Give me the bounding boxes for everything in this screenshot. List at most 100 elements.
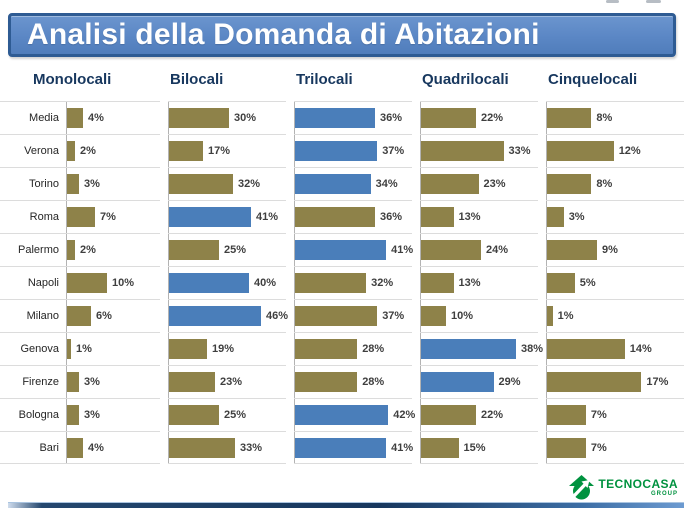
bar-track: 41% xyxy=(168,201,286,233)
bar xyxy=(547,174,592,194)
value-label: 25% xyxy=(224,244,247,256)
row-label: Bari xyxy=(39,441,59,454)
chart-row: 5% xyxy=(546,266,684,299)
value-label: 3% xyxy=(84,178,100,190)
chart-row: 32% xyxy=(168,167,286,200)
bar xyxy=(421,273,454,293)
chart-row: 15% xyxy=(420,431,538,464)
bar-track: 28% xyxy=(294,333,412,365)
bar xyxy=(295,372,358,392)
bar-track: 1% xyxy=(546,300,684,332)
bar-track: 3% xyxy=(66,399,160,431)
value-label: 3% xyxy=(568,211,585,223)
bar-track: 23% xyxy=(420,168,538,200)
bar-track: 4% xyxy=(66,432,160,463)
bar xyxy=(295,207,375,227)
bar xyxy=(547,240,597,260)
row-label: Palermo xyxy=(18,244,59,256)
value-label: 1% xyxy=(557,310,574,322)
chart-row: 41% xyxy=(294,233,413,266)
bar xyxy=(295,437,387,458)
bar xyxy=(295,306,378,326)
bar-track: 41% xyxy=(294,432,413,463)
chart-row: 23% xyxy=(168,365,286,398)
column-header: Trilocali xyxy=(296,70,353,88)
bar-track: 33% xyxy=(420,135,538,167)
page-title: Analisi della Domanda di Abitazioni xyxy=(27,18,540,51)
bar-track: 46% xyxy=(168,300,288,332)
bar xyxy=(169,339,207,359)
chart-column-trilocali: Trilocali 36% 37% 34% 36% 41% 32% 37% 28% 28% 42% 4… xyxy=(294,57,415,464)
value-label: 34% xyxy=(375,178,398,190)
bar-track: 37% xyxy=(294,135,412,167)
bar xyxy=(67,207,95,227)
bar xyxy=(67,141,75,161)
value-label: 28% xyxy=(362,343,385,355)
logo-sub-label: GROUP xyxy=(650,490,678,497)
chart-row: 13% xyxy=(420,266,538,299)
row-label: Napoli xyxy=(27,277,59,289)
value-label: 33% xyxy=(240,441,263,454)
bar-track: 10% xyxy=(420,300,538,332)
bar xyxy=(547,108,592,128)
value-label: 2% xyxy=(80,244,96,256)
chart-row: 7% xyxy=(546,398,684,431)
chart-row: 8% xyxy=(546,101,684,134)
value-label: 9% xyxy=(602,244,618,256)
value-label: 22% xyxy=(481,409,504,421)
value-label: 10% xyxy=(451,310,474,322)
bar xyxy=(295,141,378,161)
chart-row: Bari 4% xyxy=(0,431,160,464)
bar xyxy=(421,108,476,128)
bar-track: 36% xyxy=(294,102,412,134)
chart-row: 24% xyxy=(420,233,538,266)
chart-row: Milano 6% xyxy=(0,299,160,332)
bar xyxy=(547,306,553,326)
bar-track: 2% xyxy=(66,135,160,167)
chart-row: 36% xyxy=(294,200,412,233)
value-label: 15% xyxy=(463,441,486,454)
bar xyxy=(547,405,586,425)
bar-track: 12% xyxy=(546,135,684,167)
chart-row: 17% xyxy=(546,365,684,398)
bar xyxy=(67,339,71,359)
bar xyxy=(67,273,107,293)
bar-track: 34% xyxy=(294,168,412,200)
chart-row: 8% xyxy=(546,167,684,200)
chart-row: 41% xyxy=(294,431,413,464)
chart-row: 22% xyxy=(420,101,538,134)
value-label: 14% xyxy=(629,343,652,355)
value-label: 12% xyxy=(618,145,641,157)
value-label: 4% xyxy=(88,112,104,124)
row-label: Firenze xyxy=(22,376,59,388)
bar xyxy=(547,141,614,161)
value-label: 36% xyxy=(380,211,403,223)
chart-row: 32% xyxy=(294,266,412,299)
tecnocasa-logo: TECNOCASA GROUP xyxy=(568,474,678,500)
value-label: 2% xyxy=(80,145,96,157)
logo-text: TECNOCASA GROUP xyxy=(598,478,678,497)
bar-track: 42% xyxy=(294,399,415,431)
bar xyxy=(169,240,219,260)
bar xyxy=(169,372,215,392)
bar xyxy=(421,207,454,227)
bar xyxy=(421,240,481,260)
chart-row: 41% xyxy=(168,200,286,233)
bar xyxy=(547,339,625,359)
value-label: 8% xyxy=(596,178,613,190)
chart-row: 36% xyxy=(294,101,412,134)
bar-track: 10% xyxy=(66,267,160,299)
value-label: 37% xyxy=(382,310,405,322)
bar xyxy=(547,437,586,458)
bar xyxy=(169,174,233,194)
chart-row: Bologna 3% xyxy=(0,398,160,431)
bar xyxy=(169,306,261,326)
bar-track: 7% xyxy=(546,399,684,431)
chart-row: Verona 2% xyxy=(0,134,160,167)
bar-track: 7% xyxy=(66,201,160,233)
bar-track: 32% xyxy=(168,168,286,200)
charts: Monolocali Media 4% Verona 2% Torino 3% Roma 7% P… xyxy=(0,57,684,464)
bar-track: 4% xyxy=(66,102,160,134)
chart-row: 37% xyxy=(294,299,412,332)
bar-track: 17% xyxy=(546,366,684,398)
